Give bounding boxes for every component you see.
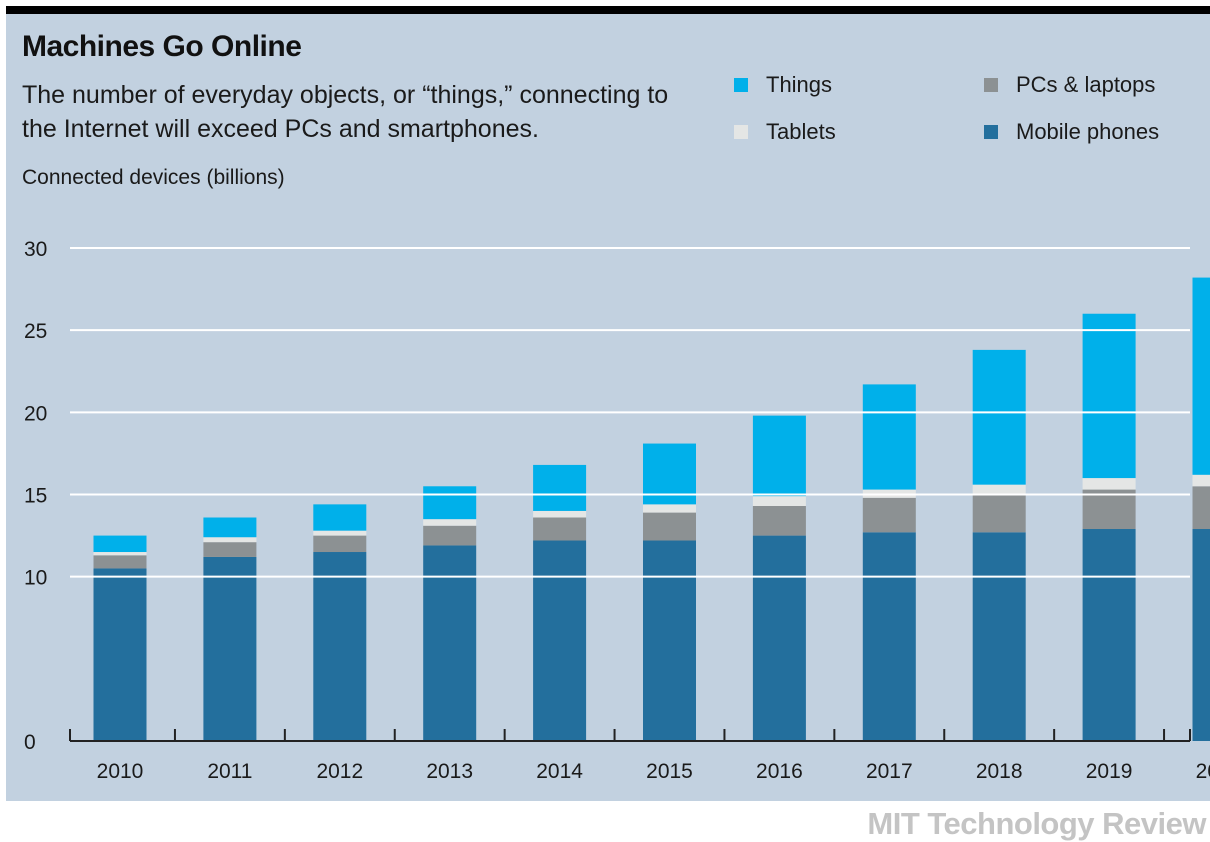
x-tick-label-2011: 2011 [207, 760, 252, 783]
bar-mobile-phones-2019 [1083, 529, 1136, 741]
bar-tablets-2012 [313, 531, 366, 536]
bar-mobile-phones-2016 [753, 536, 806, 741]
bar-tablets-2010 [94, 552, 147, 555]
x-tick-label-2019: 2019 [1086, 760, 1133, 783]
bar-pcs-laptops-2013 [423, 526, 476, 546]
bar-tablets-2020 [1193, 475, 1210, 487]
y-tick-label-25: 25 [24, 320, 47, 343]
bar-mobile-phones-2012 [313, 552, 366, 741]
bar-tablets-2018 [973, 485, 1026, 495]
x-tick-label-2014: 2014 [536, 760, 583, 783]
bar-things-2018 [973, 350, 1026, 485]
bar-pcs-laptops-2017 [863, 498, 916, 533]
bar-mobile-phones-2020 [1193, 529, 1210, 741]
y-tick-label-0: 0 [24, 731, 36, 754]
bar-mobile-phones-2014 [533, 541, 586, 741]
bar-things-2010 [94, 536, 147, 552]
bar-mobile-phones-2018 [973, 532, 1026, 741]
x-tick-label-2018: 2018 [976, 760, 1023, 783]
bar-mobile-phones-2011 [203, 557, 256, 741]
x-tick-label-2013: 2013 [426, 760, 473, 783]
bar-things-2011 [203, 518, 256, 538]
bar-tablets-2019 [1083, 478, 1136, 490]
bar-mobile-phones-2017 [863, 532, 916, 741]
y-tick-label-15: 15 [24, 485, 47, 508]
bar-tablets-2016 [753, 496, 806, 506]
bar-tablets-2014 [533, 511, 586, 518]
bar-things-2019 [1083, 314, 1136, 478]
x-tick-label-2016: 2016 [756, 760, 803, 783]
bar-tablets-2013 [423, 519, 476, 526]
bar-things-2013 [423, 486, 476, 519]
bar-pcs-laptops-2010 [94, 555, 147, 568]
bar-pcs-laptops-2016 [753, 506, 806, 536]
x-tick-label-2015: 2015 [646, 760, 693, 783]
y-tick-label-30: 30 [24, 238, 47, 261]
bar-things-2016 [753, 416, 806, 497]
y-tick-label-10: 10 [24, 567, 47, 590]
bar-pcs-laptops-2014 [533, 518, 586, 541]
x-tick-label-2012: 2012 [316, 760, 363, 783]
bar-mobile-phones-2013 [423, 545, 476, 741]
credit-logo: MIT Technology Review [867, 806, 1206, 842]
bar-tablets-2015 [643, 504, 696, 512]
bar-pcs-laptops-2015 [643, 513, 696, 541]
bar-tablets-2011 [203, 537, 256, 542]
bar-things-2017 [863, 384, 916, 489]
bar-things-2020 [1193, 278, 1210, 475]
x-tick-label-2017: 2017 [866, 760, 913, 783]
bar-pcs-laptops-2018 [973, 495, 1026, 533]
bar-things-2012 [313, 504, 366, 530]
bar-mobile-phones-2010 [94, 568, 147, 741]
bar-things-2014 [533, 465, 586, 511]
bar-pcs-laptops-2011 [203, 542, 256, 557]
bar-pcs-laptops-2020 [1193, 486, 1210, 529]
bar-pcs-laptops-2012 [313, 536, 366, 552]
y-tick-label-20: 20 [24, 402, 47, 425]
x-tick-label-2020: 2020 [1196, 760, 1210, 783]
bar-mobile-phones-2015 [643, 541, 696, 741]
x-tick-label-2010: 2010 [97, 760, 144, 783]
